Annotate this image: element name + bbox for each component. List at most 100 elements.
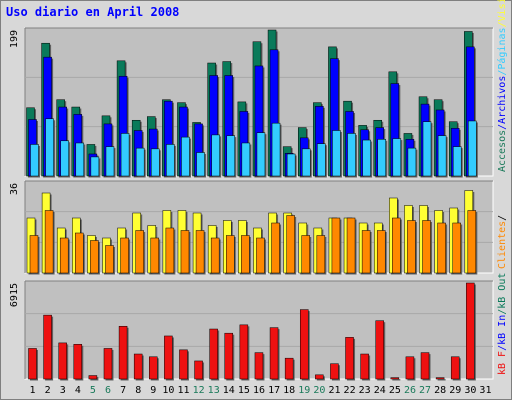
bar-paginas-29	[452, 146, 462, 177]
bar-clientes-28	[437, 222, 446, 274]
bar-kbf-5	[88, 375, 98, 380]
bar-kbf-28-shadow	[437, 379, 446, 381]
bar-kbf-13	[209, 328, 218, 380]
bar-kbf-12	[194, 360, 203, 380]
bar-kbf-24	[375, 320, 384, 380]
legend-entry: /Visitas	[497, 0, 508, 27]
bar-clientes-6	[105, 245, 114, 274]
bar-clientes-13	[210, 237, 220, 274]
bar-clientes-23	[361, 230, 371, 274]
bar-kbf-8	[133, 353, 143, 380]
bar-kbf-6	[103, 348, 113, 380]
bar-clientes-19	[301, 235, 310, 274]
bar-kbf-1	[28, 348, 37, 380]
bar-clientes-22	[346, 217, 356, 274]
panel-0-ytick-label: 199	[9, 30, 20, 48]
xtick-label-11: 11	[177, 385, 189, 396]
xtick-label-1: 1	[30, 385, 36, 396]
bar-clientes-17	[271, 222, 280, 274]
bar-kbf-19	[299, 309, 309, 380]
xtick-label-30: 30	[464, 385, 476, 396]
bar-kbf-22	[345, 337, 354, 380]
bar-clientes-10	[165, 227, 175, 274]
bar-kbf-23	[360, 353, 369, 380]
bar-paginas-9	[151, 148, 160, 177]
bar-clientes-3	[59, 237, 69, 274]
xtick-label-29: 29	[449, 385, 461, 396]
xtick-label-8: 8	[135, 385, 141, 396]
bar-kbf-20	[315, 374, 324, 380]
bar-clientes-14	[226, 235, 235, 274]
bar-kbf-25-shadow	[392, 379, 401, 381]
bar-clientes-30	[467, 210, 477, 274]
xtick-label-31: 31	[479, 385, 491, 396]
bar-paginas-17	[271, 122, 281, 177]
panel-2-ytick-label: 6915	[9, 283, 20, 307]
bar-kbf-10	[164, 335, 173, 380]
bar-clientes-27	[422, 220, 431, 274]
bar-clientes-25	[392, 217, 401, 274]
xtick-label-20: 20	[313, 385, 325, 396]
panel-0-legend: Accesos/Archivos/Páginas/Visitas	[496, 0, 508, 172]
bar-kbf-17	[269, 327, 279, 380]
bar-clientes-11	[180, 230, 190, 274]
bar-kbf-26	[405, 356, 415, 380]
chart-title: Uso diario en April 2008	[6, 5, 180, 19]
bar-clientes-26	[407, 220, 416, 274]
legend-entry: /Páginas	[496, 27, 508, 75]
bar-kbf-4	[73, 344, 83, 380]
xtick-label-28: 28	[434, 385, 446, 396]
bar-paginas-24	[377, 139, 386, 177]
bar-clientes-1	[29, 235, 39, 274]
legend-entry: Clientes	[497, 221, 508, 269]
bar-paginas-21	[332, 130, 341, 177]
bar-paginas-19	[301, 148, 311, 177]
bar-clientes-5	[90, 240, 99, 274]
bar-kbf-25	[390, 377, 400, 380]
legend-entry: /kB In	[497, 315, 508, 351]
panel-2-legend: kB F/kB In/kB Out	[497, 273, 508, 375]
xtick-label-3: 3	[60, 385, 66, 396]
bar-paginas-23	[362, 139, 371, 177]
bar-paginas-8	[135, 147, 145, 177]
bar-clientes-12	[195, 230, 205, 274]
xtick-label-9: 9	[150, 385, 156, 396]
bar-clientes-7	[120, 237, 129, 274]
xtick-label-22: 22	[344, 385, 356, 396]
xtick-label-2: 2	[45, 385, 51, 396]
xtick-label-19: 19	[298, 385, 310, 396]
xtick-label-15: 15	[238, 385, 250, 396]
bar-paginas-15	[241, 142, 251, 177]
xtick-label-10: 10	[162, 385, 174, 396]
bar-clientes-16	[256, 237, 265, 274]
bar-paginas-14	[226, 135, 236, 177]
bar-paginas-25	[392, 138, 402, 177]
bar-kbf-30	[466, 282, 475, 380]
xtick-label-4: 4	[75, 385, 81, 396]
xtick-label-24: 24	[374, 385, 386, 396]
bar-clientes-4	[75, 232, 84, 274]
xtick-label-23: 23	[359, 385, 371, 396]
bar-kbf-15	[239, 324, 249, 380]
bar-clientes-24	[376, 230, 386, 274]
bar-paginas-26	[407, 147, 417, 177]
xtick-label-18: 18	[283, 385, 295, 396]
legend-entry: kB F	[497, 351, 508, 375]
xtick-label-14: 14	[223, 385, 235, 396]
bar-paginas-30	[468, 120, 477, 177]
bar-kbf-7	[118, 325, 128, 380]
legend-entry: /	[497, 215, 508, 221]
bar-paginas-22	[347, 133, 356, 177]
legend-entry: Accesos	[497, 130, 508, 172]
bar-paginas-10	[166, 144, 175, 177]
bar-clientes-8	[135, 230, 144, 274]
bar-kbf-29	[450, 356, 460, 380]
bar-kbf-2	[43, 314, 52, 380]
xtick-label-5: 5	[90, 385, 96, 396]
bar-clientes-29	[452, 222, 461, 274]
xtick-label-17: 17	[268, 385, 280, 396]
panel-1-legend: Clientes/	[497, 215, 508, 269]
xtick-label-12: 12	[193, 385, 205, 396]
bar-kbf-9	[149, 356, 158, 380]
